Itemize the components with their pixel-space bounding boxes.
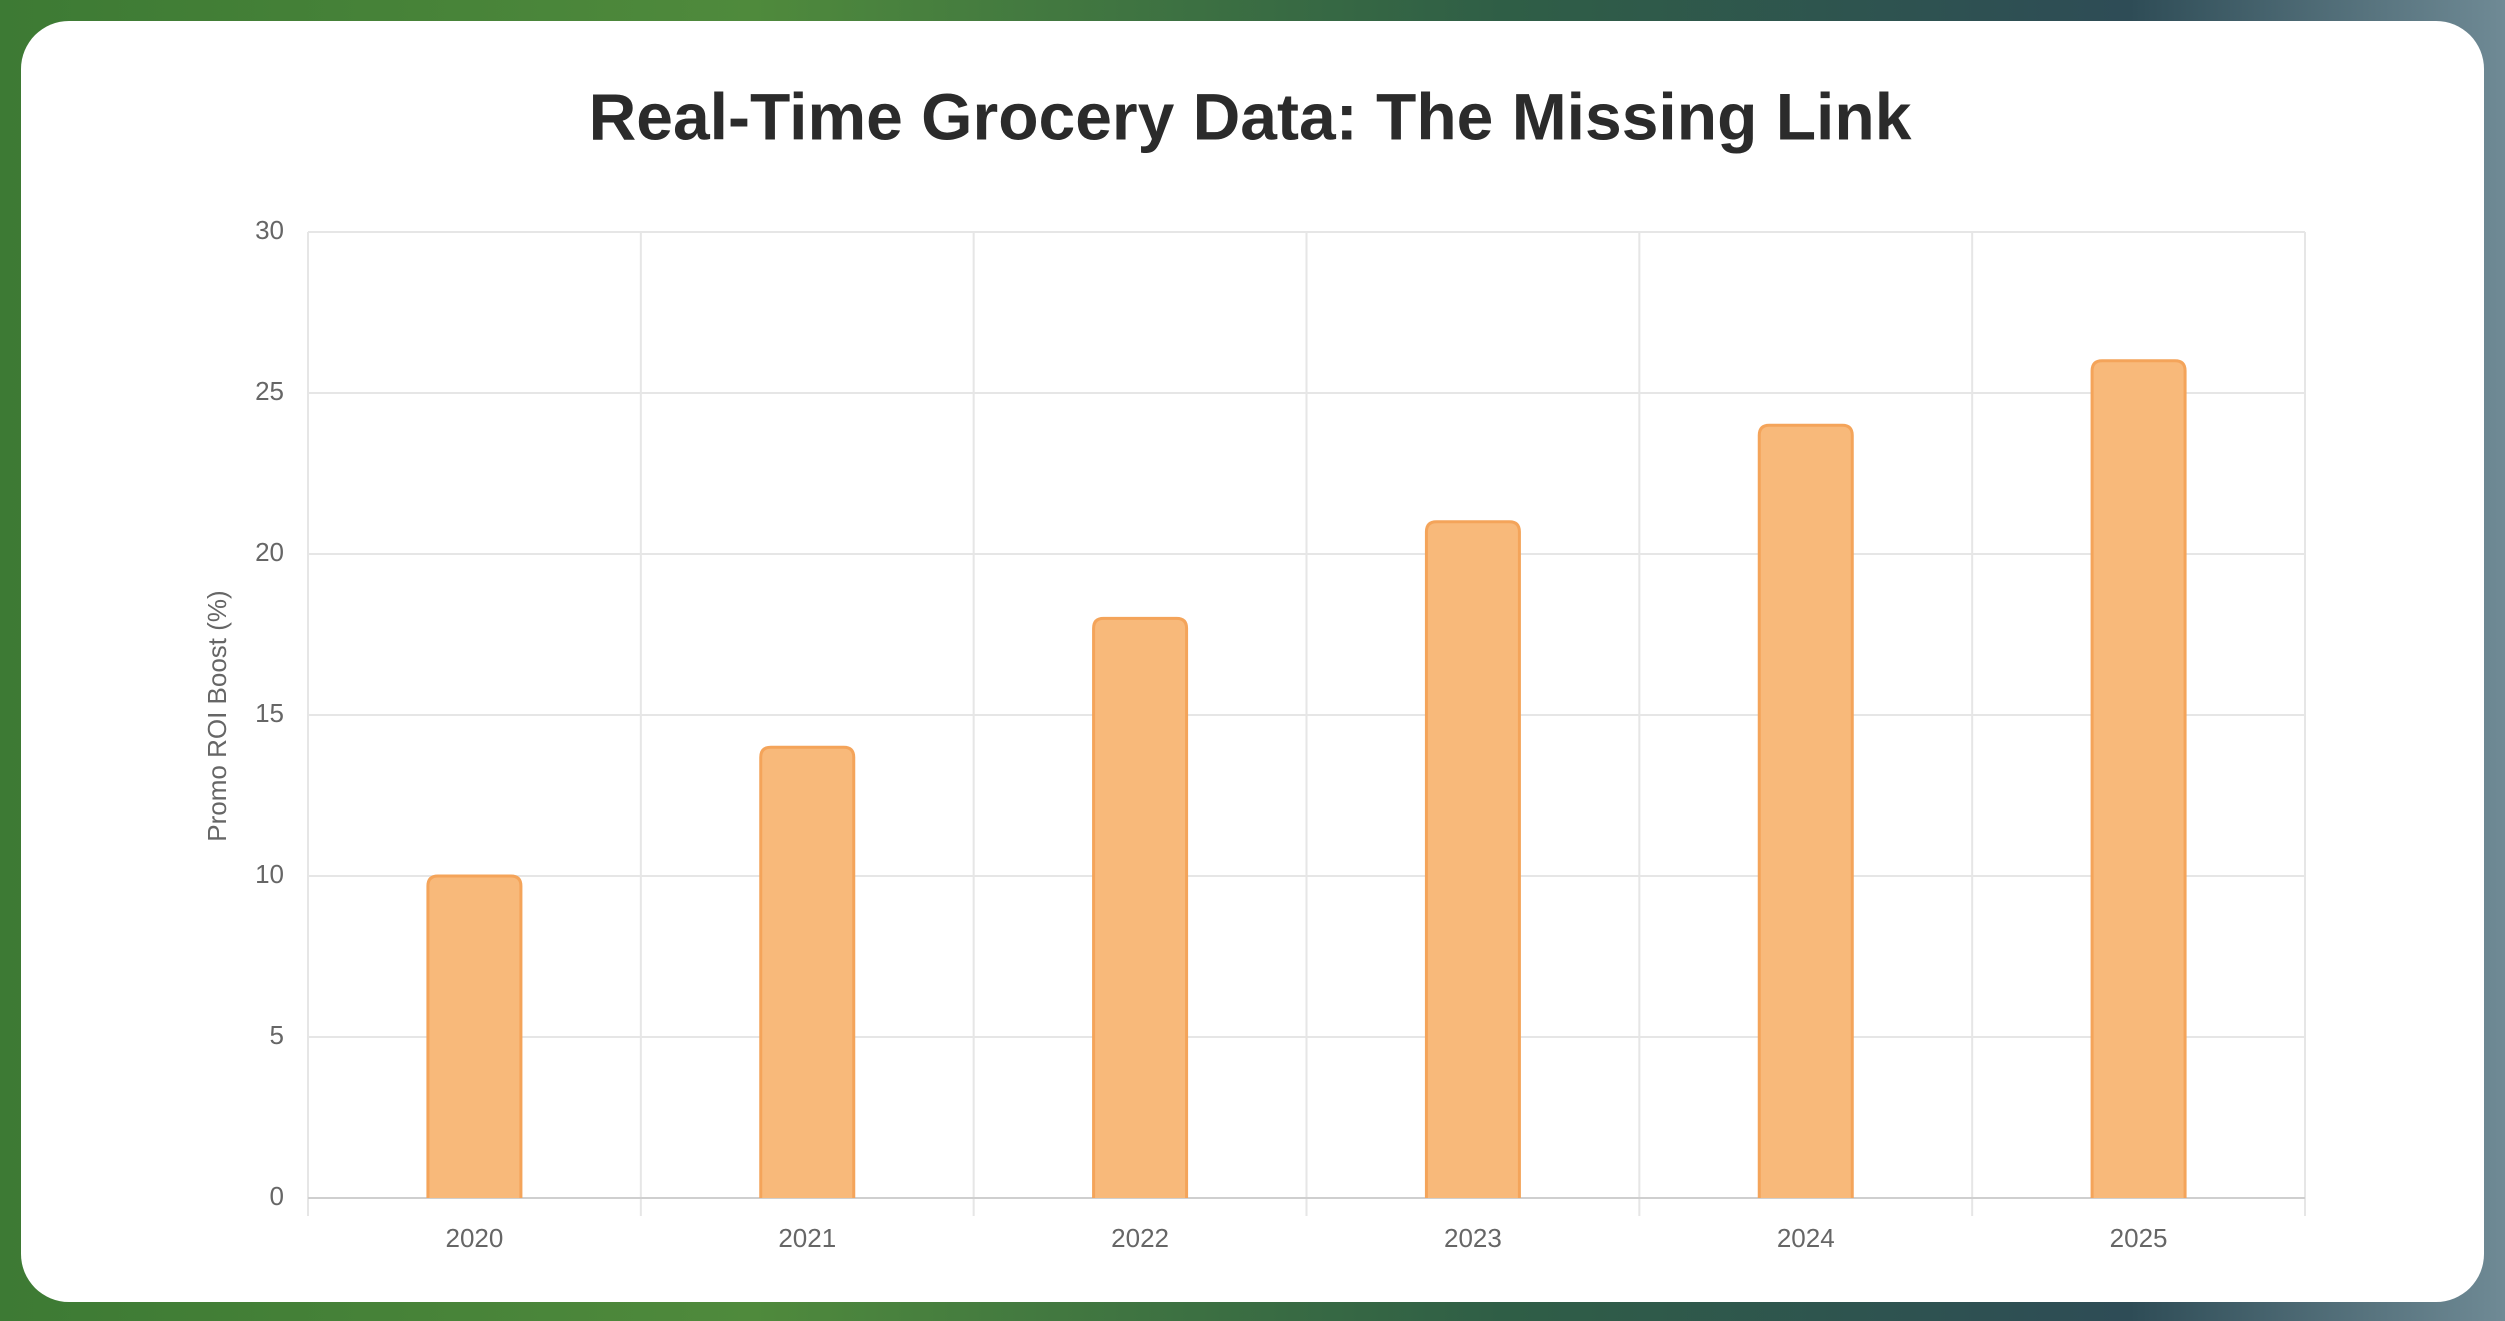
y-tick-label: 10: [255, 859, 284, 889]
x-tick-label: 2021: [778, 1223, 836, 1253]
y-axis-label: Promo ROI Boost (%): [202, 590, 232, 841]
y-tick-label: 20: [255, 537, 284, 567]
y-tick-label: 25: [255, 376, 284, 406]
bar: [1424, 520, 1521, 1198]
bar: [2090, 359, 2187, 1198]
card: [21, 21, 2484, 1302]
y-tick-label: 0: [270, 1181, 284, 1211]
bar: [759, 745, 856, 1198]
bar: [1092, 616, 1189, 1198]
chart-title: Real-Time Grocery Data: The Missing Link: [589, 79, 1912, 153]
x-tick-label: 2022: [1111, 1223, 1169, 1253]
y-tick-label: 5: [270, 1020, 284, 1050]
bar: [1757, 423, 1854, 1198]
x-tick-label: 2025: [2110, 1223, 2168, 1253]
bar: [426, 874, 523, 1198]
y-tick-label: 15: [255, 698, 284, 728]
x-tick-label: 2023: [1444, 1223, 1502, 1253]
x-tick-label: 2024: [1777, 1223, 1835, 1253]
x-tick-label: 2020: [445, 1223, 503, 1253]
y-tick-label: 30: [255, 215, 284, 245]
